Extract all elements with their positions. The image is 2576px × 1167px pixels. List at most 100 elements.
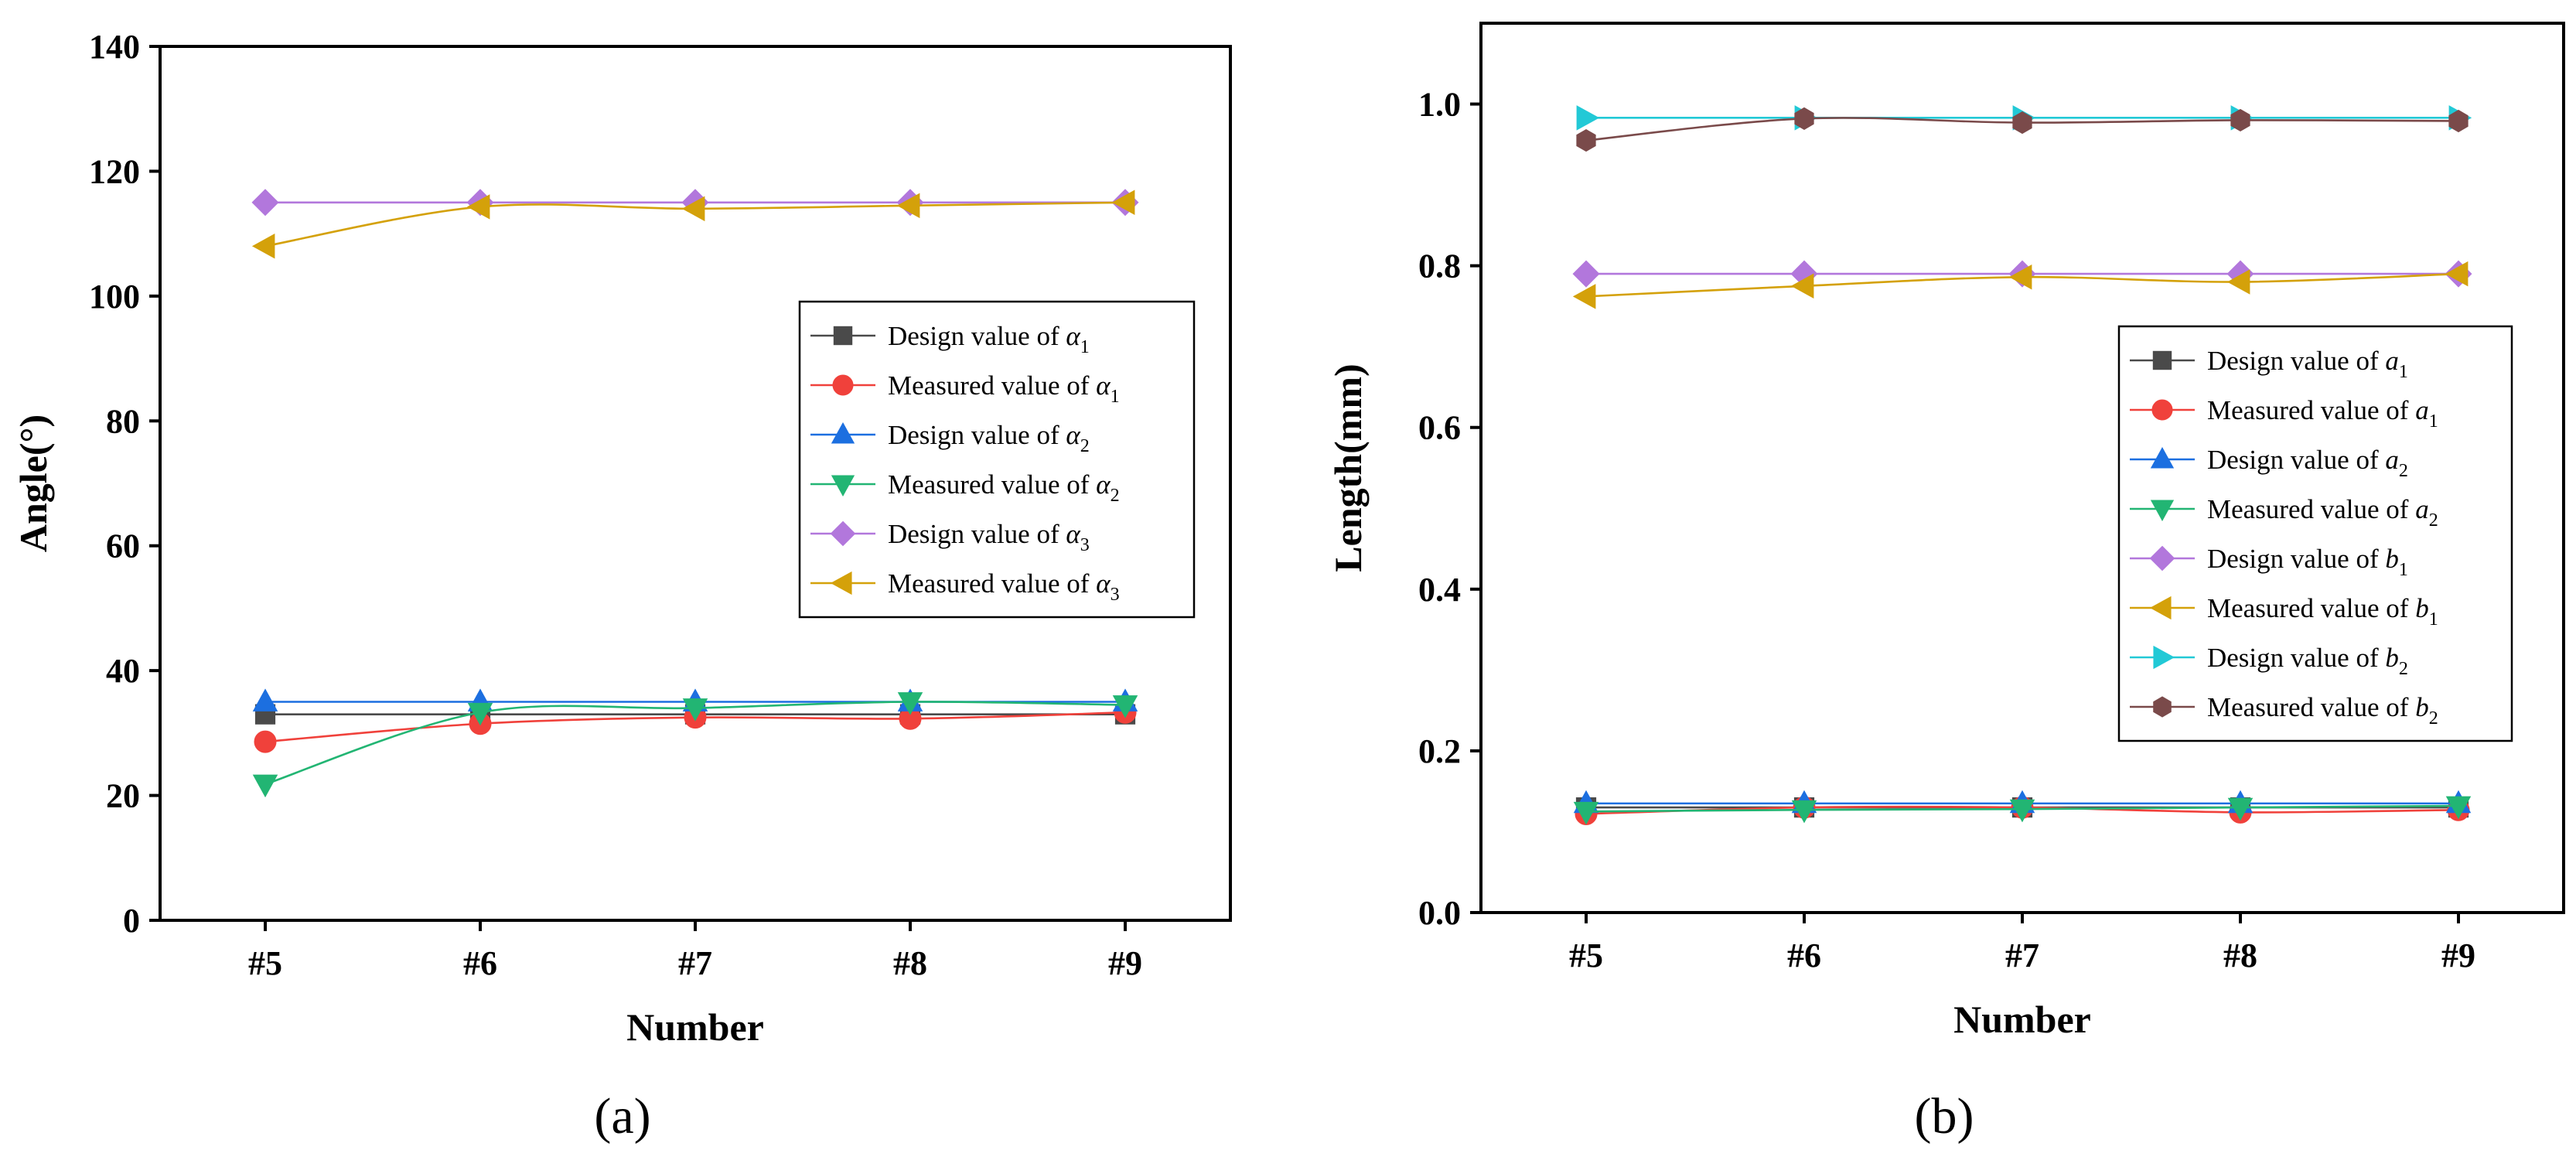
x-axis-title: Number	[1953, 998, 2091, 1041]
legend-label-prefix: Design value of	[2207, 445, 2385, 475]
legend-label: Design value of α3	[888, 519, 1090, 555]
legend-label-symbol: α	[1066, 519, 1080, 549]
legend-entry: Design value of α1	[810, 321, 1090, 357]
data-point	[1112, 695, 1138, 718]
legend-label-subscript: 1	[2429, 609, 2438, 630]
y-axis-title: Length(mm)	[1326, 363, 1370, 572]
x-tick-label: #7	[2005, 937, 2039, 974]
data-point	[896, 193, 920, 219]
data-point	[1790, 273, 1814, 299]
legend-label-subscript: 1	[2429, 411, 2438, 432]
y-tick-label: 140	[89, 28, 140, 66]
legend-marker	[831, 571, 852, 595]
data-point	[251, 189, 279, 217]
panel-label-a: (a)	[594, 1088, 650, 1145]
legend-entry: Measured value of b2	[2130, 692, 2438, 729]
series	[251, 189, 1135, 259]
legend-entry: Measured value of α1	[810, 370, 1120, 407]
legend-marker	[833, 326, 853, 346]
legend-label-symbol: b	[2385, 643, 2399, 673]
legend-box	[2117, 325, 2513, 742]
y-tick-label: 0.6	[1418, 409, 1461, 447]
legend-label-subscript: 2	[1111, 486, 1120, 506]
legend-label: Design value of a1	[2207, 346, 2408, 382]
panel-label-b: (b)	[1915, 1088, 1974, 1145]
legend-label-prefix: Measured value of	[888, 370, 1096, 401]
legend-label-subscript: 2	[1080, 436, 1090, 456]
y-tick-label: 1.0	[1418, 86, 1461, 124]
legend-marker	[2150, 500, 2175, 521]
x-tick-label: #8	[893, 944, 927, 982]
y-tick-label: 0.8	[1418, 247, 1461, 285]
legend-label-subscript: 1	[2399, 362, 2408, 382]
data-point	[2012, 111, 2032, 135]
legend-label-prefix: Design value of	[2207, 643, 2385, 673]
series	[1576, 107, 2469, 152]
legend-label-prefix: Design value of	[888, 420, 1066, 450]
x-tick-label: #6	[463, 944, 497, 982]
legend-entry: Measured value of b1	[2130, 593, 2438, 630]
series	[1572, 261, 2469, 309]
legend-label-symbol: α	[1096, 568, 1111, 599]
legend-label: Measured value of a1	[2207, 395, 2438, 432]
y-tick-label: 100	[89, 278, 140, 316]
data-point	[1576, 129, 1596, 152]
legend-label-subscript: 1	[2399, 560, 2408, 580]
y-tick-label: 0.2	[1418, 732, 1461, 770]
data-point	[252, 688, 278, 711]
legend-entry: Measured value of α2	[810, 469, 1120, 506]
legend-marker	[832, 374, 854, 396]
legend-entry: Design value of α3	[810, 519, 1090, 555]
legend-label: Design value of α2	[888, 420, 1090, 456]
y-tick-label: 0	[123, 902, 140, 940]
x-tick-label: #5	[1569, 937, 1603, 974]
y-tick-label: 80	[106, 402, 140, 440]
x-tick-label: #9	[2441, 937, 2475, 974]
data-point	[2445, 261, 2469, 287]
legend-marker	[831, 475, 855, 496]
legend-label-symbol: a	[2415, 395, 2429, 425]
legend-label-symbol: b	[2415, 692, 2429, 722]
data-point	[252, 774, 278, 798]
series	[252, 692, 1138, 798]
data-point	[251, 234, 275, 259]
legend-label-subscript: 2	[2399, 659, 2408, 679]
legend-entry: Design value of α2	[810, 420, 1090, 456]
data-point	[1572, 260, 1600, 288]
legend-entry: Measured value of a2	[2130, 494, 2438, 531]
legend-label: Design value of a2	[2207, 445, 2408, 481]
legend-marker	[2153, 645, 2175, 670]
y-axis-title: Angle(°)	[12, 415, 55, 552]
legend-label: Measured value of b1	[2207, 593, 2438, 630]
legend-label-prefix: Design value of	[2207, 544, 2385, 574]
legend-label-prefix: Design value of	[888, 321, 1066, 351]
y-tick-label: 60	[106, 527, 140, 565]
y-tick-label: 0.0	[1418, 894, 1461, 932]
legend-label-prefix: Measured value of	[2207, 494, 2415, 524]
data-point	[2009, 799, 2035, 823]
legend-label-symbol: a	[2385, 445, 2399, 475]
legend-entry: Measured value of a1	[2130, 395, 2438, 432]
legend-marker	[2151, 399, 2173, 421]
legend-marker	[830, 520, 856, 547]
legend-marker	[2150, 595, 2172, 620]
panel-a-chart: 0 20 40 60 80 100 120 140 #5 #6 #7 #8 #9 Number Angle(…	[12, 28, 1232, 1049]
data-point	[2230, 108, 2250, 132]
legend-entry: Design value of a2	[2130, 445, 2408, 481]
legend-label-prefix: Design value of	[888, 519, 1066, 549]
data-point	[1794, 107, 1814, 130]
data-point	[2226, 269, 2250, 295]
y-tick-label: 120	[89, 152, 140, 190]
legend-marker	[2150, 447, 2175, 469]
legend-label-symbol: α	[1066, 321, 1080, 351]
data-point	[1576, 105, 1600, 131]
data-point	[1111, 189, 1135, 216]
data-point	[2008, 264, 2032, 290]
data-point	[682, 698, 708, 722]
data-point	[2445, 796, 2472, 820]
series	[1573, 796, 2472, 825]
x-tick-label: #9	[1108, 944, 1142, 982]
data-point	[467, 702, 493, 726]
legend-box	[798, 300, 1196, 619]
